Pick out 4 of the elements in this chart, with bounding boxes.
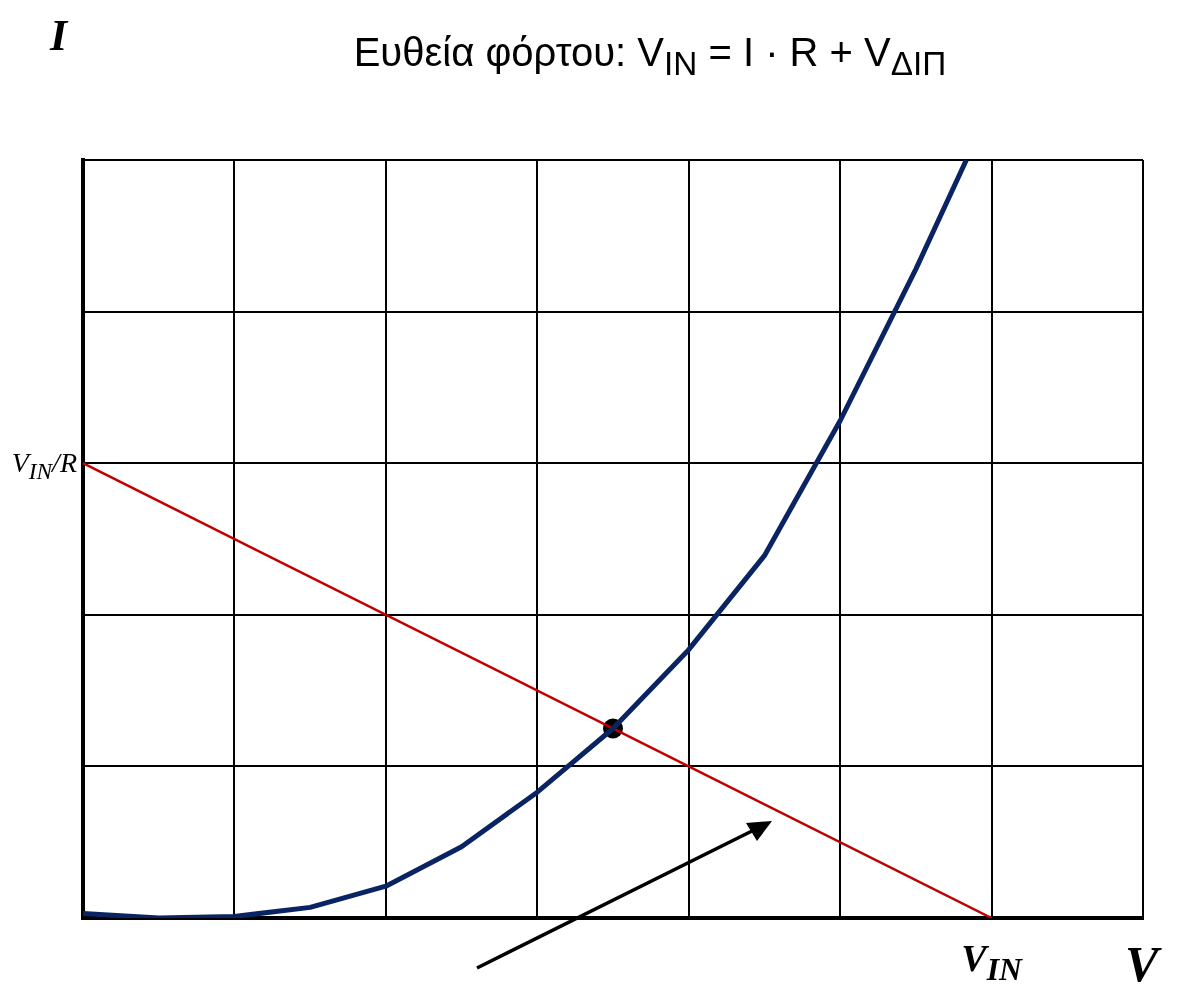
text: V$_{IN}$ (960, 936, 1024, 989)
text: V$_{IN}$/R (10, 446, 77, 486)
y-axis-title: I (50, 10, 68, 61)
chart-title: Ευθεία φόρτου: V$_{IN}$ = I · R + V$_{ΔΙΠ}$ (352, 30, 948, 83)
